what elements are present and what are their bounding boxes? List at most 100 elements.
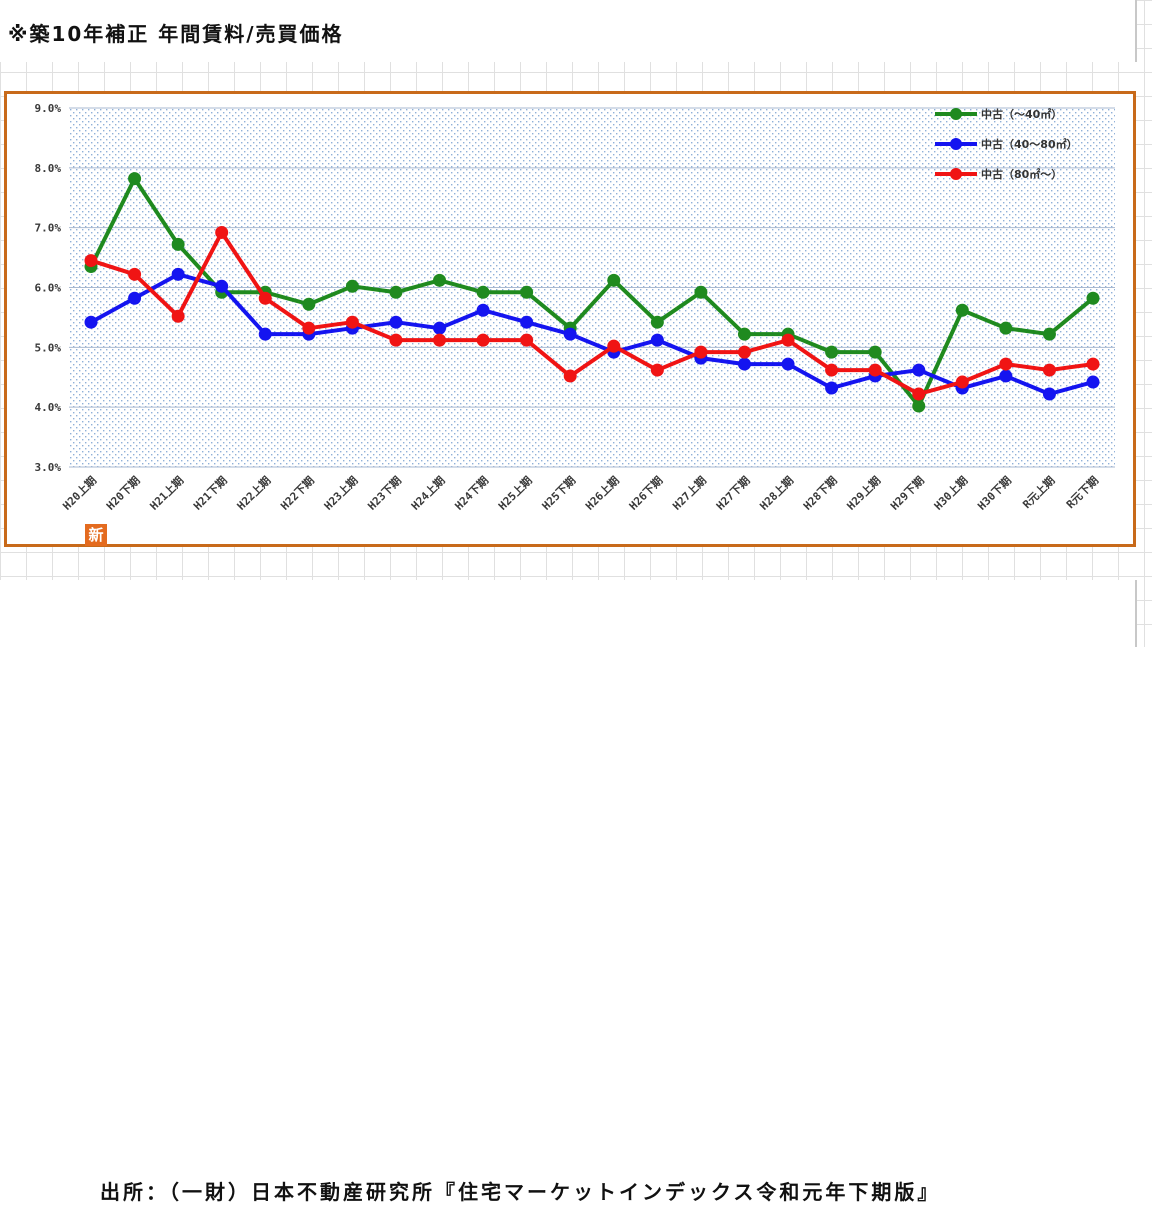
y-tick-label: 4.0%	[35, 401, 62, 414]
x-tick-label: H24上期	[408, 473, 448, 513]
x-axis-tick-labels: H20上期 H20下期 H21上期 H21下期 H22上期 H22下期 H23上期 H23下期…	[60, 473, 1102, 513]
data-point	[520, 285, 534, 299]
data-point	[563, 327, 577, 341]
data-point	[171, 309, 185, 323]
data-point	[345, 279, 359, 293]
x-tick-label: H26上期	[582, 473, 622, 513]
legend-label: 中古（～40㎡）	[981, 107, 1062, 121]
data-point	[912, 363, 926, 377]
data-point	[912, 399, 926, 413]
x-tick-label: R元上期	[1020, 473, 1058, 511]
data-point	[476, 303, 490, 317]
data-point	[128, 291, 142, 305]
data-point	[607, 339, 621, 353]
data-point	[433, 273, 447, 287]
data-point	[650, 363, 664, 377]
x-tick-label: H23上期	[321, 473, 361, 513]
data-point	[607, 273, 621, 287]
y-tick-label: 8.0%	[35, 162, 62, 175]
data-point	[433, 333, 447, 347]
y-tick-label: 5.0%	[35, 341, 62, 354]
series-3	[84, 225, 1100, 401]
legend-item: 中古（～40㎡）	[935, 107, 1062, 121]
y-tick-label: 6.0%	[35, 282, 62, 295]
data-point	[563, 369, 577, 383]
data-point	[433, 321, 447, 335]
data-point	[215, 225, 229, 239]
data-point	[84, 254, 98, 268]
y-axis-tick-labels: 3.0% 4.0% 5.0% 6.0% 7.0% 8.0% 9.0%	[35, 102, 62, 474]
data-point	[389, 285, 403, 299]
chart-frame: 3.0% 4.0% 5.0% 6.0% 7.0% 8.0% 9.0% H20上期 H20下期 H…	[4, 91, 1136, 547]
x-tick-label: H29上期	[844, 473, 884, 513]
data-point	[825, 381, 839, 395]
data-point	[171, 267, 185, 281]
page-title: ※築10年補正 年間賃料/売買価格	[8, 22, 344, 46]
line-chart: 3.0%4.0%5.0%6.0%7.0%8.0%9.0% H20上期 H20下期 H…	[35, 102, 1115, 513]
new-badge: 新	[85, 524, 107, 546]
legend-item: 中古（80㎡～）	[935, 167, 1062, 181]
data-point	[737, 345, 751, 359]
x-tick-label: H21下期	[190, 473, 230, 513]
data-point	[215, 279, 229, 293]
data-point	[1086, 375, 1100, 389]
data-point	[650, 333, 664, 347]
x-tick-label: R元下期	[1063, 473, 1101, 511]
x-tick-label: H20上期	[60, 473, 100, 513]
legend-label: 中古（40～80㎡）	[981, 137, 1078, 151]
data-point	[825, 345, 839, 359]
x-tick-label: H27上期	[670, 473, 710, 513]
x-tick-label: H27下期	[713, 473, 753, 513]
data-point	[955, 375, 969, 389]
data-point	[128, 267, 142, 281]
data-point	[694, 285, 708, 299]
data-point	[84, 315, 98, 329]
data-point	[999, 357, 1013, 371]
gridlines	[69, 107, 1115, 468]
y-tick-label: 9.0%	[35, 102, 62, 115]
legend-swatch-marker	[950, 138, 962, 150]
source-citation: 出所：（一財）日本不動産研究所『住宅マーケットインデックス令和元年下期版』	[100, 1180, 941, 1204]
data-point	[389, 315, 403, 329]
legend-swatch-marker	[950, 108, 962, 120]
data-point	[737, 357, 751, 371]
x-tick-label: H25下期	[539, 473, 579, 513]
data-point	[1042, 327, 1056, 341]
x-tick-label: H28上期	[757, 473, 797, 513]
y-tick-label: 3.0%	[35, 461, 62, 474]
data-point	[520, 333, 534, 347]
header-band: ※築10年補正 年間賃料/売買価格	[0, 0, 1137, 62]
legend-item: 中古（40～80㎡）	[935, 137, 1078, 151]
x-tick-label: H29下期	[887, 473, 927, 513]
data-point	[737, 327, 751, 341]
x-tick-label: H20下期	[103, 473, 143, 513]
footer-band: 出所：（一財）日本不動産研究所『住宅マーケットインデックス令和元年下期版』	[0, 580, 1137, 1204]
data-point	[999, 321, 1013, 335]
data-point	[781, 333, 795, 347]
x-tick-label: H24下期	[452, 473, 492, 513]
data-point	[999, 369, 1013, 383]
data-point	[258, 291, 272, 305]
data-point	[868, 363, 882, 377]
data-point	[476, 285, 490, 299]
data-point	[520, 315, 534, 329]
data-point	[868, 345, 882, 359]
data-point	[128, 172, 142, 186]
series-layer	[84, 172, 1100, 413]
x-tick-label: H22上期	[234, 473, 274, 513]
data-point	[781, 357, 795, 371]
series-2	[84, 267, 1100, 401]
x-tick-label: H30上期	[931, 473, 971, 513]
data-point	[912, 387, 926, 401]
legend-label: 中古（80㎡～）	[981, 167, 1062, 181]
data-point	[171, 237, 185, 251]
x-tick-label: H28下期	[800, 473, 840, 513]
data-point	[955, 303, 969, 317]
data-point	[1042, 387, 1056, 401]
data-point	[302, 321, 316, 335]
data-point	[1086, 291, 1100, 305]
legend: 中古（～40㎡） 中古（40～80㎡） 中古（80㎡～）	[935, 107, 1078, 181]
x-tick-label: H26下期	[626, 473, 666, 513]
x-tick-label: H30下期	[974, 473, 1014, 513]
data-point	[650, 315, 664, 329]
